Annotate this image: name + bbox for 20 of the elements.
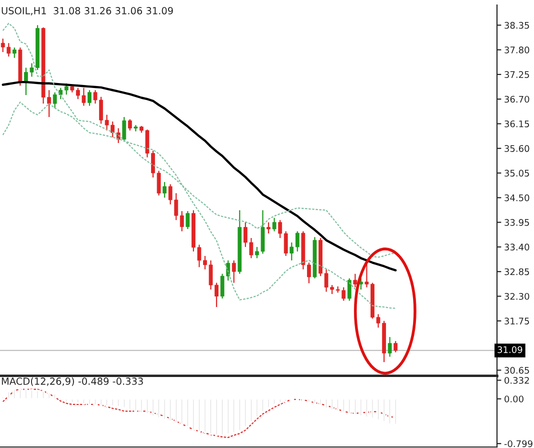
y-tick-label: 33.40 xyxy=(504,244,530,251)
y-tick-label: 35.60 xyxy=(504,145,530,152)
y-tick-label: 38.35 xyxy=(504,22,529,29)
y-tick-label: 31.75 xyxy=(504,318,529,324)
y-tick-label: 33.95 xyxy=(504,219,529,226)
y-tick-label: 34.50 xyxy=(504,194,530,202)
y-tick-label: 37.25 xyxy=(504,71,529,78)
chart-title: MACD(12,26,9) -0.489 -0.333 xyxy=(2,377,143,386)
y-tick-label: 30.65 xyxy=(504,366,529,374)
y-tick-label: -0.799 xyxy=(504,440,532,448)
y-tick-label: 0.00 xyxy=(504,396,524,402)
y-tick-label: 36.15 xyxy=(504,120,529,128)
y-tick-label: 32.85 xyxy=(504,268,529,276)
y-tick-label: 0.332 xyxy=(504,376,529,384)
ref-line-label: 31.09 xyxy=(498,346,522,354)
y-tick-label: 32.30 xyxy=(504,292,530,300)
y-tick-label: 35.05 xyxy=(504,170,529,177)
y-tick-label: 36.70 xyxy=(504,96,530,103)
chart-title: USOIL,H1 31.08 31.26 31.06 31.09 xyxy=(2,7,173,16)
y-tick-label: 37.80 xyxy=(504,46,530,54)
